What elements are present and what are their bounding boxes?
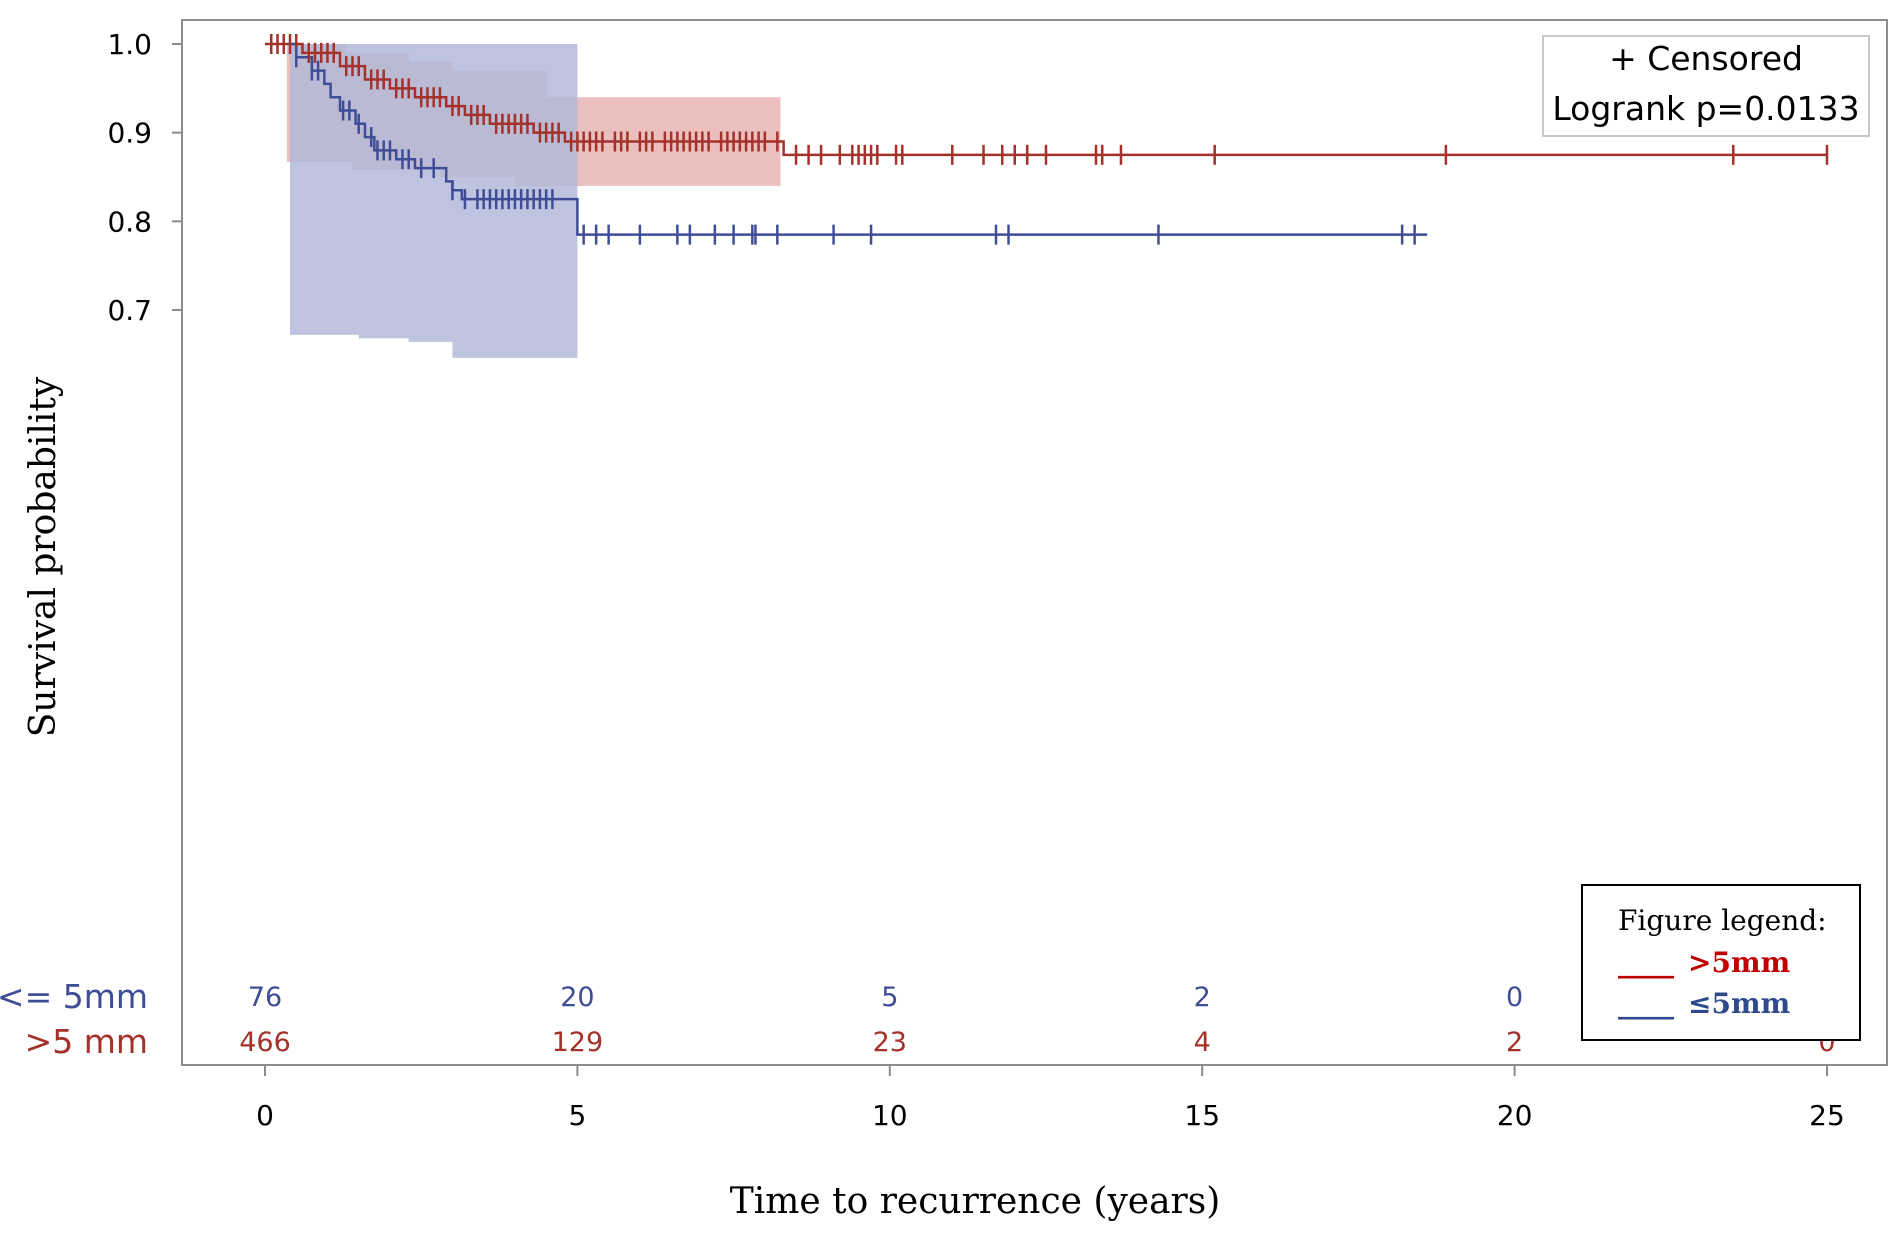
x-tick-label: 25 — [1809, 1099, 1845, 1132]
x-tick-label: 15 — [1184, 1099, 1220, 1132]
x-tick-label: 0 — [256, 1099, 274, 1132]
risk-count: 5 — [881, 982, 898, 1013]
x-axis: 0 5 10 15 20 25 — [256, 1065, 1845, 1132]
y-tick-label: 0.9 — [107, 117, 152, 150]
censored-marks — [269, 34, 1829, 245]
x-axis-title: Time to recurrence (years) — [730, 1181, 1221, 1222]
legend-label-gt5: >5mm — [1688, 946, 1790, 979]
y-axis-title: Survival probability — [23, 376, 64, 737]
plot-frame — [181, 19, 1888, 1066]
inset-frame — [1542, 35, 1870, 137]
risk-count: 0 — [1506, 982, 1523, 1013]
survival-line-le5 — [289, 42, 1428, 236]
x-tick-label: 10 — [872, 1099, 908, 1132]
risk-count: 76 — [248, 982, 282, 1013]
risk-count: 23 — [873, 1027, 907, 1058]
y-tick-label: 1.0 — [107, 28, 152, 61]
x-tick-label: 20 — [1497, 1099, 1533, 1132]
number-at-risk-table: <= 5mm 76 20 5 2 0>5 mm 466 129 23 4 2 0 — [0, 977, 1836, 1061]
risk-count: 129 — [552, 1027, 604, 1058]
risk-row-label: >5 mm — [25, 1022, 148, 1061]
survival-line-gt5 — [265, 42, 1827, 157]
legend-entry-le5: ____ ≤5mm — [1618, 987, 1790, 1020]
ci-band-le5 — [289, 44, 578, 358]
logrank-label: Logrank p=0.0133 — [1552, 89, 1859, 128]
risk-count: 4 — [1194, 1027, 1211, 1058]
legend-frame — [1581, 884, 1861, 1041]
risk-count: 2 — [1194, 982, 1211, 1013]
legend-line-le5: ____ — [1618, 987, 1674, 1020]
legend-entry-gt5: ____ >5mm — [1618, 946, 1790, 979]
x-tick-label: 5 — [568, 1099, 586, 1132]
legend-line-gt5: ____ — [1618, 946, 1674, 979]
inset-box: + Censored Logrank p=0.0133 — [1542, 35, 1870, 137]
risk-row-label: <= 5mm — [0, 977, 148, 1016]
censored-label: + Censored — [1609, 39, 1803, 78]
legend-title: Figure legend: — [1618, 904, 1827, 937]
risk-count: 20 — [560, 982, 594, 1013]
y-tick-label: 0.8 — [107, 205, 152, 238]
figure-legend: Figure legend: ____ >5mm ____ ≤5mm — [1581, 884, 1861, 1041]
confidence-bands — [286, 44, 781, 358]
risk-count: 466 — [239, 1027, 291, 1058]
y-axis: 1.0 0.9 0.8 0.7 — [107, 28, 182, 327]
risk-count: 2 — [1506, 1027, 1523, 1058]
survival-curves — [265, 42, 1827, 236]
y-tick-label: 0.7 — [107, 294, 152, 327]
legend-label-le5: ≤5mm — [1688, 987, 1790, 1020]
